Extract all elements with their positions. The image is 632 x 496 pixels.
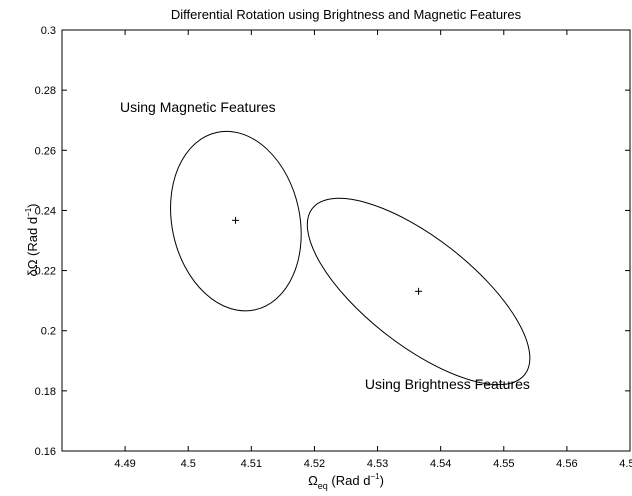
center-marker-brightness xyxy=(415,287,423,295)
x-tick-label: 4.57 xyxy=(619,458,632,470)
ellipse-magnetic xyxy=(170,130,302,312)
y-axis-ticks: 0.16 0.18 0.2 0.22 0.24 0.26 0.28 0.3 xyxy=(35,25,630,458)
y-tick-label: 0.2 xyxy=(41,326,56,338)
y-tick-label: 0.24 xyxy=(35,205,56,217)
x-axis-ticks: 4.49 4.5 4.51 4.52 4.53 4.54 4.55 4.56 4.57 xyxy=(114,30,632,470)
y-tick-label: 0.22 xyxy=(35,266,56,278)
x-tick-label: 4.51 xyxy=(241,458,262,470)
x-tick-label: 4.49 xyxy=(114,458,135,470)
annotation-magnetic: Using Magnetic Features xyxy=(120,99,276,115)
y-axis-label-exponent: −1 xyxy=(24,207,33,217)
center-marker-magnetic xyxy=(232,216,240,224)
annotation-brightness: Using Brightness Features xyxy=(365,376,530,392)
x-axis-label-symbol: Ω xyxy=(308,473,318,488)
annotation-layer: Using Magnetic Features Using Brightness … xyxy=(120,99,530,392)
y-axis-label-main: δΩ (Rad d xyxy=(25,217,40,277)
y-axis-label-close: ) xyxy=(25,203,40,207)
y-tick-label: 0.18 xyxy=(35,386,56,398)
x-axis-label-subscript: eq xyxy=(318,481,328,491)
x-tick-label: 4.54 xyxy=(430,458,451,470)
plot-frame xyxy=(61,29,631,452)
y-tick-label: 0.28 xyxy=(35,85,56,97)
x-tick-label: 4.52 xyxy=(304,458,325,470)
x-tick-label: 4.5 xyxy=(181,458,196,470)
x-tick-label: 4.53 xyxy=(367,458,388,470)
series-layer xyxy=(170,130,531,386)
chart-title: Differential Rotation using Brightness a… xyxy=(171,7,522,22)
y-tick-label: 0.26 xyxy=(35,145,56,157)
y-tick-label: 0.3 xyxy=(41,25,56,37)
x-axis-label: Ωeq (Rad d−1) xyxy=(308,472,384,491)
x-axis-label-close: ) xyxy=(380,473,384,488)
ellipse-brightness xyxy=(306,197,531,386)
x-tick-label: 4.56 xyxy=(556,458,577,470)
y-axis-label: δΩ (Rad d−1) xyxy=(24,203,40,276)
y-tick-label: 0.16 xyxy=(35,446,56,458)
x-axis-label-exponent: −1 xyxy=(370,472,380,481)
x-tick-label: 4.55 xyxy=(493,458,514,470)
x-axis-label-unit: (Rad d xyxy=(328,473,371,488)
